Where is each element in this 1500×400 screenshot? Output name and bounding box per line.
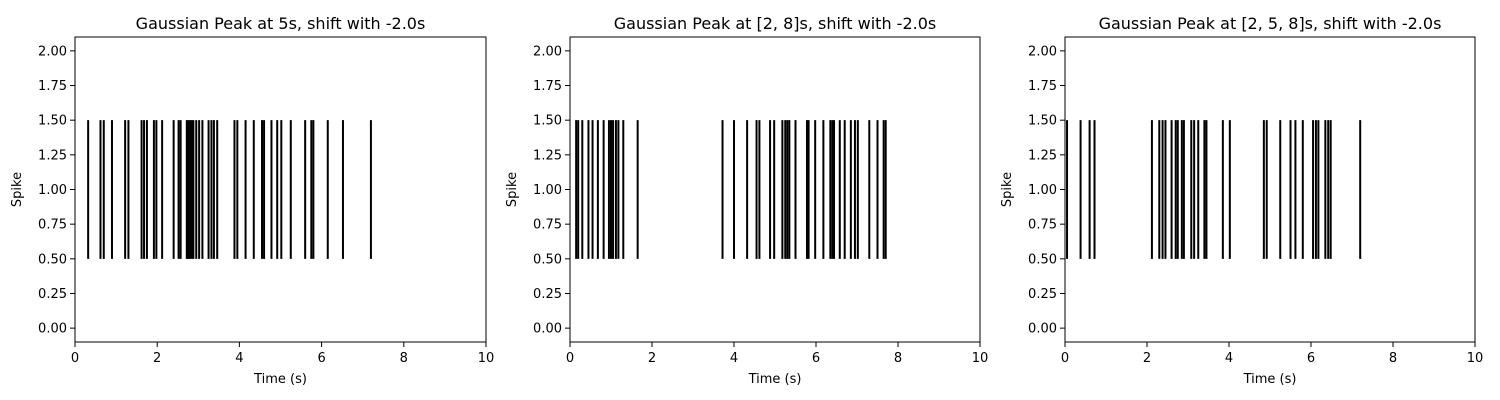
panel-3-x-axis-label: Time (s) (1243, 372, 1297, 387)
panel-2-x-tick-label-4: 6 (812, 351, 820, 366)
panel-3-y-tick-label-8: 1.75 (1028, 79, 1057, 94)
panel-3-y-tick-label-7: 1.50 (1028, 114, 1057, 129)
panel-1-y-tick-label-8: 1.75 (38, 79, 67, 94)
panel-1-title: Gaussian Peak at 5s, shift with -2.0s (136, 14, 426, 33)
panel-1: Gaussian Peak at 5s, shift with -2.0s Ti… (10, 14, 494, 387)
panel-2-y-tick-label-7: 1.50 (533, 114, 562, 129)
panel-1-y-tick-label-6: 1.25 (38, 148, 67, 163)
panel-2-y-tick-label-5: 1.00 (533, 183, 562, 198)
panel-2-y-tick-label-9: 2.00 (533, 44, 562, 59)
panel-1-x-tick-label-3: 4 (235, 351, 243, 366)
panel-3-x-tick-label-2: 2 (1143, 351, 1151, 366)
panel-3: Gaussian Peak at [2, 5, 8]s, shift with … (1000, 14, 1483, 387)
panel-1-y-tick-label-1: 0.00 (38, 322, 67, 337)
panel-3-x-tick-label-5: 8 (1389, 351, 1397, 366)
panel-1-x-tick-label-4: 6 (317, 351, 325, 366)
panel-2-y-tick-label-8: 1.75 (533, 79, 562, 94)
panel-1-x-tick-label-6: 10 (478, 351, 495, 366)
panel-2-y-axis-label: Spike (505, 172, 520, 207)
panel-3-y-tick-label-1: 0.00 (1028, 322, 1057, 337)
panel-2-y-tick-label-4: 0.75 (533, 218, 562, 233)
panel-3-title: Gaussian Peak at [2, 5, 8]s, shift with … (1099, 14, 1442, 33)
panel-1-y-tick-label-3: 0.50 (38, 252, 67, 267)
panel-2-title: Gaussian Peak at [2, 8]s, shift with -2.… (614, 14, 936, 33)
panel-2-x-tick-label-2: 2 (648, 351, 656, 366)
panel-1-x-tick-label-5: 8 (400, 351, 408, 366)
panel-2-x-tick-label-5: 8 (894, 351, 902, 366)
panel-1-y-tick-label-7: 1.50 (38, 114, 67, 129)
panel-2-y-tick-label-2: 0.25 (533, 287, 562, 302)
panel-3-y-tick-label-6: 1.25 (1028, 148, 1057, 163)
panel-1-y-axis-label: Spike (10, 172, 25, 207)
panel-1-y-tick-label-9: 2.00 (38, 44, 67, 59)
panel-3-x-tick-label-1: 0 (1061, 351, 1069, 366)
panel-2: Gaussian Peak at [2, 8]s, shift with -2.… (505, 14, 988, 387)
panel-1-x-tick-label-2: 2 (153, 351, 161, 366)
panel-3-x-tick-label-4: 6 (1307, 351, 1315, 366)
panel-1-x-tick-label-1: 0 (71, 351, 79, 366)
panel-1-y-tick-label-4: 0.75 (38, 218, 67, 233)
panel-3-y-tick-label-9: 2.00 (1028, 44, 1057, 59)
panel-3-x-tick-label-3: 4 (1225, 351, 1233, 366)
panel-2-y-tick-label-6: 1.25 (533, 148, 562, 163)
panel-1-y-tick-label-5: 1.00 (38, 183, 67, 198)
panel-2-x-tick-label-1: 0 (566, 351, 574, 366)
panel-3-y-tick-label-2: 0.25 (1028, 287, 1057, 302)
panel-3-y-tick-label-5: 1.00 (1028, 183, 1057, 198)
panel-1-y-tick-label-2: 0.25 (38, 287, 67, 302)
panel-2-y-tick-label-1: 0.00 (533, 322, 562, 337)
panel-2-x-tick-label-6: 10 (972, 351, 989, 366)
panel-3-y-tick-label-4: 0.75 (1028, 218, 1057, 233)
panel-2-y-tick-label-3: 0.50 (533, 252, 562, 267)
panel-3-y-axis-label: Spike (1000, 172, 1015, 207)
panel-1-x-axis-label: Time (s) (253, 372, 307, 387)
panel-3-y-tick-label-3: 0.50 (1028, 252, 1057, 267)
panel-3-x-tick-label-6: 10 (1467, 351, 1484, 366)
panel-2-x-axis-label: Time (s) (748, 372, 802, 387)
panel-2-x-tick-label-3: 4 (730, 351, 738, 366)
